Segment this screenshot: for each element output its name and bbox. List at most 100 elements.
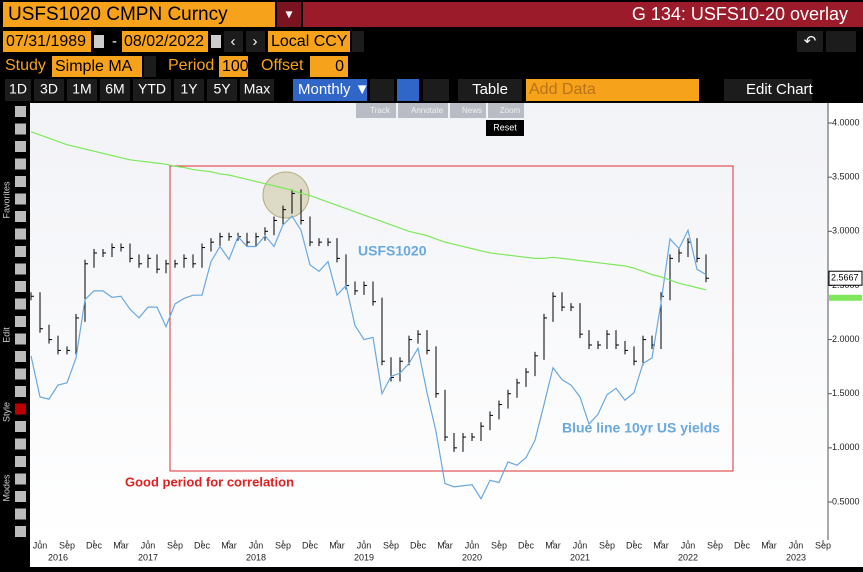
- sidebar-icon[interactable]: [15, 106, 26, 117]
- sidebar-icon[interactable]: [15, 281, 26, 292]
- sidebar-icon[interactable]: [15, 141, 26, 152]
- tool-button[interactable]: [356, 103, 396, 118]
- prev-button[interactable]: [224, 31, 243, 52]
- sidebar-icon[interactable]: [15, 368, 26, 380]
- x-tick-label: Mar: [437, 540, 453, 550]
- tool-label[interactable]: Annotate: [411, 106, 444, 115]
- range-label[interactable]: 1M: [72, 81, 91, 97]
- next-button[interactable]: [246, 31, 265, 52]
- chart-type-dropdown[interactable]: [423, 79, 449, 101]
- frequency-button[interactable]: [293, 79, 367, 101]
- sidebar-icon[interactable]: [15, 386, 26, 397]
- tool-label[interactable]: Zoom: [500, 106, 521, 115]
- series-line: [30, 215, 707, 500]
- highlight-box: [169, 165, 734, 472]
- study-field[interactable]: [52, 56, 142, 77]
- start-date-field[interactable]: [3, 31, 91, 52]
- tool-button[interactable]: [488, 103, 524, 118]
- add-data-field[interactable]: [526, 79, 699, 101]
- sidebar-icon[interactable]: [15, 421, 26, 432]
- tool-button[interactable]: [398, 103, 448, 118]
- undo-button[interactable]: [797, 31, 823, 52]
- sidebar-icon[interactable]: [15, 316, 26, 327]
- sidebar-icon[interactable]: [15, 508, 26, 520]
- tool-button[interactable]: [450, 103, 486, 118]
- sidebar-icon[interactable]: [15, 176, 26, 187]
- sidebar-icon[interactable]: [15, 263, 26, 275]
- sidebar-icon[interactable]: [15, 456, 26, 467]
- fullscreen-button[interactable]: [826, 31, 856, 52]
- sidebar-icon[interactable]: [15, 491, 26, 502]
- period[interactable]: 100: [222, 58, 249, 75]
- reset[interactable]: Reset: [493, 122, 517, 132]
- ticker[interactable]: USFS1020 CMPN Curncy: [8, 4, 228, 25]
- sidebar-icon[interactable]: [15, 403, 26, 415]
- range-label[interactable]: 1Y: [180, 81, 198, 97]
- sidebar-icon[interactable]: [15, 526, 26, 537]
- offset-field[interactable]: [310, 56, 348, 77]
- range-button[interactable]: [34, 79, 64, 101]
- sidebar-label: Favorites: [1, 181, 11, 219]
- currency[interactable]: Local CCY: [271, 33, 348, 50]
- range-label[interactable]: YTD: [138, 81, 166, 97]
- study-label: Study: [5, 57, 46, 74]
- x-tick-label: Jun: [249, 540, 264, 550]
- sidebar-icon[interactable]: [15, 123, 26, 135]
- range-label[interactable]: Max: [244, 81, 270, 97]
- calendar-icon[interactable]: [211, 35, 221, 48]
- reset-button[interactable]: [486, 120, 524, 136]
- range-button[interactable]: [240, 79, 274, 101]
- sidebar-icon[interactable]: [15, 333, 26, 345]
- sidebar-icon[interactable]: [15, 351, 26, 362]
- end-date-field[interactable]: [122, 31, 208, 52]
- x-tick-label: Jun: [357, 540, 372, 550]
- edit-chart[interactable]: Edit Chart: [746, 81, 814, 98]
- offset-label: Offset: [261, 57, 304, 74]
- study-dropdown[interactable]: [144, 56, 156, 77]
- range-button[interactable]: [133, 79, 171, 101]
- currency-field[interactable]: [268, 31, 350, 52]
- range-label[interactable]: 3D: [40, 81, 58, 97]
- x-year-label: 2021: [570, 552, 590, 562]
- calendar-icon[interactable]: [94, 35, 104, 48]
- range-label[interactable]: 5Y: [213, 81, 231, 97]
- line-chart-button[interactable]: [370, 79, 394, 101]
- period-field[interactable]: [219, 56, 248, 77]
- sidebar-icon[interactable]: [15, 473, 26, 485]
- x-tick-label: Sep: [815, 540, 831, 550]
- range-button[interactable]: [5, 79, 31, 101]
- toolbar: 1D 3D 1M 6M YTD 1Y 5Y Max: [5, 79, 274, 101]
- table-button[interactable]: [458, 79, 522, 101]
- range-button[interactable]: [174, 79, 204, 101]
- range-label[interactable]: 6M: [105, 81, 124, 97]
- add-data[interactable]: Add Data: [529, 81, 596, 98]
- sidebar-icon[interactable]: [15, 228, 26, 240]
- range-button[interactable]: [67, 79, 97, 101]
- range-button[interactable]: [100, 79, 130, 101]
- tool-label[interactable]: News: [462, 106, 482, 115]
- sidebar-icon[interactable]: [15, 193, 26, 205]
- range-label[interactable]: 1D: [9, 81, 27, 97]
- x-tick-label: Sep: [383, 540, 399, 550]
- table[interactable]: Table: [472, 81, 508, 98]
- bar-chart-button[interactable]: [397, 79, 419, 101]
- ticker-box[interactable]: [3, 2, 275, 27]
- range-button[interactable]: [207, 79, 237, 101]
- frequency[interactable]: Monthly ▼: [298, 81, 370, 98]
- x-tick-label: Sep: [599, 540, 615, 550]
- ticker-dropdown[interactable]: [277, 2, 301, 27]
- sidebar-icon[interactable]: [15, 211, 26, 222]
- start-date[interactable]: 07/31/1989: [6, 33, 86, 50]
- edit-chart-button[interactable]: [724, 79, 812, 101]
- sidebar-icon[interactable]: [15, 298, 26, 310]
- sidebar-icon[interactable]: [15, 438, 26, 450]
- end-date[interactable]: 08/02/2022: [124, 33, 204, 50]
- tool-label[interactable]: Track: [370, 106, 391, 115]
- study[interactable]: Simple MA: [55, 58, 133, 75]
- offset[interactable]: 0: [335, 58, 344, 75]
- x-tick-label: Jun: [573, 540, 588, 550]
- y-axis-panel: [828, 103, 863, 567]
- sidebar-icon[interactable]: [15, 246, 26, 257]
- currency-dropdown[interactable]: [352, 31, 364, 52]
- sidebar-icon[interactable]: [15, 158, 26, 170]
